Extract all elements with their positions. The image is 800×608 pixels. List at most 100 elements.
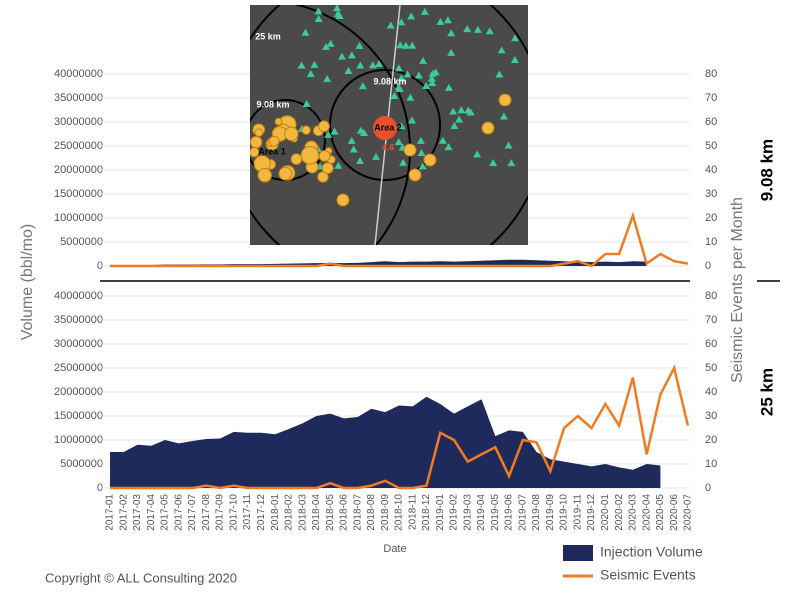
- y-tick-label: 0: [97, 260, 103, 272]
- y2-tick-label: 60: [705, 116, 717, 128]
- x-tick-label: 2019-06: [504, 494, 515, 531]
- y-tick-label: 0: [97, 482, 103, 494]
- x-tick-label: 2017-03: [132, 494, 143, 531]
- station-marker: [333, 9, 342, 17]
- station-marker: [390, 92, 399, 100]
- station-marker: [416, 136, 425, 144]
- x-tick-label: 2019-10: [559, 494, 570, 531]
- x-tick-label: 2019-03: [462, 494, 473, 531]
- station-marker: [355, 41, 364, 49]
- x-tick-label: 2019-12: [586, 494, 597, 531]
- station-marker: [422, 81, 431, 89]
- station-marker: [301, 28, 310, 36]
- station-marker: [436, 17, 445, 25]
- y-tick-label: 15000000: [54, 188, 103, 200]
- x-tick-label: 2017-12: [256, 494, 267, 531]
- station-marker: [321, 43, 330, 51]
- event-marker: [481, 121, 495, 135]
- station-marker: [302, 100, 311, 108]
- station-marker: [511, 34, 520, 42]
- x-tick-label: 2020-06: [669, 494, 680, 531]
- y-tick-label: 5000000: [60, 458, 103, 470]
- x-tick-label: 2020-02: [614, 494, 625, 531]
- x-tick-label: 2019-05: [490, 494, 501, 531]
- station-marker: [406, 93, 415, 101]
- station-marker: [510, 55, 519, 63]
- station-marker: [403, 70, 412, 78]
- event-marker: [403, 143, 417, 157]
- event-marker: [423, 153, 437, 167]
- event-marker: [321, 162, 334, 175]
- y2-tick-label: 70: [705, 92, 717, 104]
- x-tick-label: 2019-02: [449, 494, 460, 531]
- event-marker: [274, 117, 283, 126]
- station-marker: [297, 61, 306, 69]
- station-marker: [344, 66, 353, 74]
- y-tick-label: 30000000: [54, 116, 103, 128]
- x-tick-label: 2020-04: [641, 494, 652, 531]
- station-marker: [447, 48, 456, 56]
- x-tick-label: 2017-05: [160, 494, 171, 531]
- station-marker: [463, 25, 472, 33]
- station-marker: [497, 46, 506, 54]
- legend-swatch: [563, 545, 593, 561]
- station-marker: [337, 52, 346, 60]
- seismic-line: [110, 364, 690, 490]
- station-marker: [394, 138, 403, 146]
- station-marker: [394, 64, 403, 72]
- x-tick-label: 2018-01: [270, 494, 281, 531]
- panel-label: 9.08 km: [757, 139, 776, 201]
- station-marker: [489, 158, 498, 166]
- seismic-line: [110, 211, 689, 268]
- y2-tick-label: 80: [705, 68, 717, 80]
- station-marker: [310, 60, 319, 68]
- station-marker: [485, 27, 494, 35]
- y2-tick-label: 20: [705, 212, 717, 224]
- event-marker: [300, 146, 320, 165]
- x-tick-label: 2018-03: [297, 494, 308, 531]
- x-tick-label: 2017-07: [187, 494, 198, 531]
- event-marker: [268, 135, 280, 147]
- station-marker: [444, 83, 453, 91]
- y2-tick-label: 40: [705, 164, 717, 176]
- map-layer: 25 km 9.08 km 9.08 km Area 1 Area 2 4.6: [250, 5, 528, 245]
- panel-label: 25 km: [757, 368, 776, 416]
- station-marker: [499, 112, 508, 120]
- station-marker: [326, 39, 335, 47]
- y2-axis-label: Seismic Events per Month: [729, 197, 746, 383]
- y2-tick-label: 30: [705, 188, 717, 200]
- station-marker: [334, 161, 343, 169]
- station-marker: [401, 41, 410, 49]
- x-tick-label: 2018-05: [325, 494, 336, 531]
- distance-ring: [329, 69, 441, 181]
- station-marker: [323, 75, 332, 83]
- station-marker: [504, 141, 513, 149]
- event-marker: [250, 147, 260, 158]
- station-marker: [407, 12, 416, 20]
- map-label: 4.6: [382, 142, 395, 152]
- y2-tick-label: 80: [705, 290, 717, 302]
- y2-tick-label: 40: [705, 386, 717, 398]
- y-tick-label: 35000000: [54, 92, 103, 104]
- x-tick-label: 2019-09: [545, 494, 556, 531]
- x-tick-label: 2019-04: [476, 494, 487, 531]
- x-tick-label: 2019-07: [517, 494, 528, 531]
- x-tick-label: 2019-01: [435, 494, 446, 531]
- station-marker: [397, 122, 406, 130]
- station-marker: [464, 106, 473, 114]
- y-axis-label: Volume (bbl/mo): [19, 224, 36, 341]
- x-tick-label: 2017-06: [173, 494, 184, 531]
- event-marker: [318, 150, 331, 162]
- station-marker: [330, 127, 339, 135]
- event-marker: [257, 168, 272, 183]
- y-tick-label: 5000000: [60, 236, 103, 248]
- x-tick-label: 2020-01: [600, 494, 611, 531]
- injection-area: [110, 396, 661, 488]
- x-tick-label: 2018-10: [394, 494, 405, 531]
- y-tick-label: 15000000: [54, 410, 103, 422]
- event-marker: [408, 168, 422, 182]
- station-marker: [356, 157, 365, 165]
- station-marker: [447, 29, 456, 37]
- y2-tick-label: 30: [705, 410, 717, 422]
